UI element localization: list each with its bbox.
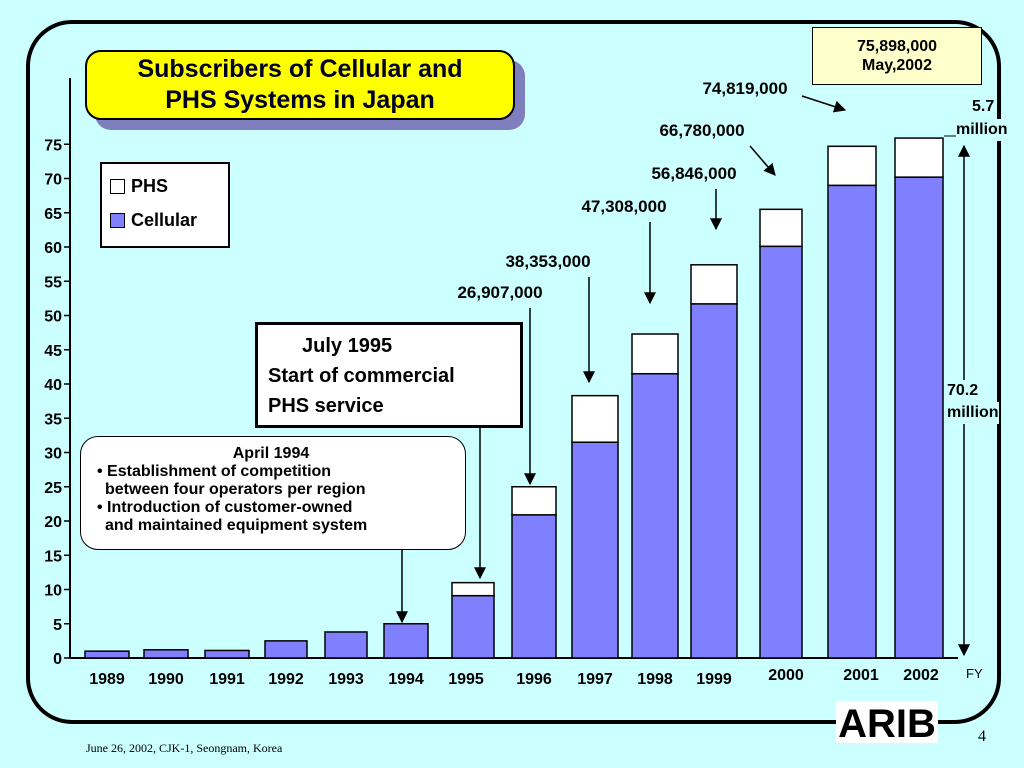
bar-phs-2000 — [759, 208, 803, 248]
y-tick-label: 10 — [44, 583, 62, 600]
arrow-2000 — [749, 145, 776, 176]
y-tick-label: 20 — [44, 514, 62, 531]
callout-1994-heading: April 1994 — [232, 445, 310, 462]
bar-annotation: 74,819,000 — [702, 79, 787, 98]
chart-title: Subscribers of Cellular and PHS Systems … — [85, 50, 515, 120]
bar-cellular-1998 — [631, 372, 679, 659]
phs-share-unit: million — [956, 119, 1008, 141]
x-tick-label: 1995 — [448, 671, 484, 688]
arrow-2001 — [801, 95, 847, 113]
total-note-value: 75,898,000 — [856, 38, 938, 55]
x-tick-label: 1999 — [696, 671, 732, 688]
legend-swatch-phs — [110, 179, 125, 194]
bar-phs-1998 — [631, 333, 679, 375]
y-tick-label: 15 — [44, 548, 62, 565]
y-tick-label: 35 — [44, 411, 62, 428]
bar-cellular-1991 — [204, 649, 250, 659]
bar-cellular-2002 — [894, 176, 944, 659]
bar-annotation: 66,780,000 — [659, 121, 744, 140]
cellular-share-value: 70.2 — [947, 380, 979, 402]
total-note-date: May,2002 — [862, 57, 932, 74]
bar-annotation: 38,353,000 — [505, 252, 590, 271]
callout-1994-bullet-1b: between four operators per region — [105, 481, 366, 498]
chart-legend: PHS Cellular — [100, 162, 230, 248]
bar-phs-2002 — [894, 137, 944, 178]
cellular-share-unit: million — [947, 402, 999, 424]
slide-footer: June 26, 2002, CJK-1, Seongnam, Korea — [86, 741, 283, 755]
phs-launch-callout: July 1995 Start of commercial PHS servic… — [255, 322, 523, 428]
phs-callout-line3: PHS service — [268, 395, 384, 417]
legend-item-cellular: Cellular — [110, 210, 197, 231]
bar-cellular-1995 — [451, 594, 495, 659]
y-tick-label: 0 — [53, 651, 62, 668]
legend-swatch-cellular — [110, 213, 125, 228]
x-tick-label: 2000 — [768, 667, 804, 684]
y-tick-label: 30 — [44, 446, 62, 463]
y-tick-label: 75 — [44, 137, 62, 154]
title-line-2: PHS Systems in Japan — [165, 86, 435, 114]
x-tick-label: 1996 — [516, 671, 552, 688]
phs-share-value: 5.7 — [972, 96, 995, 118]
bar-phs-2001 — [827, 145, 877, 187]
x-tick-label: 1990 — [148, 671, 184, 688]
bar-annotation: 26,907,000 — [457, 283, 542, 302]
bar-phs-1997 — [571, 394, 619, 443]
bar-cellular-1989 — [84, 650, 130, 659]
legend-label-phs: PHS — [131, 176, 169, 196]
bar-cellular-1997 — [571, 441, 619, 659]
slide-frame — [26, 20, 1001, 724]
bar-phs-1995 — [451, 581, 495, 597]
total-note: 75,898,000 May,2002 — [812, 27, 982, 85]
x-tick-label: 1998 — [637, 671, 673, 688]
x-tick-label: 1992 — [268, 671, 304, 688]
bar-cellular-2000 — [759, 245, 803, 659]
title-line-1: Subscribers of Cellular and — [137, 55, 463, 83]
y-tick-label: 60 — [44, 240, 62, 257]
x-tick-label: 1991 — [209, 671, 245, 688]
bar-phs-1999 — [690, 264, 738, 305]
x-tick-label: 1993 — [328, 671, 364, 688]
fy-axis-label: FY — [966, 666, 983, 681]
bar-cellular-2001 — [827, 184, 877, 659]
bar-cellular-1993 — [324, 631, 368, 659]
y-tick-label: 50 — [44, 309, 62, 326]
april-1994-callout: April 1994 • Establishment of competitio… — [80, 436, 466, 550]
bar-cellular-1996 — [511, 514, 557, 659]
phs-callout-line2: Start of commercial — [268, 365, 455, 387]
y-tick-label: 25 — [44, 480, 62, 497]
bar-cellular-1999 — [690, 303, 738, 659]
x-tick-label: 2001 — [843, 667, 879, 684]
y-tick-label: 55 — [44, 274, 62, 291]
callout-1994-bullet-1: • Establishment of competition — [97, 463, 332, 480]
y-tick-label: 45 — [44, 343, 62, 360]
phs-callout-date: July 1995 — [302, 335, 393, 357]
page-number: 4 — [978, 728, 986, 745]
legend-label-cellular: Cellular — [131, 210, 198, 230]
bar-cellular-1990 — [143, 649, 189, 659]
bar-cellular-1994 — [383, 623, 429, 659]
x-tick-label: 1997 — [577, 671, 613, 688]
legend-item-phs: PHS — [110, 176, 168, 197]
x-tick-label: 1989 — [89, 671, 125, 688]
x-tick-label: 1994 — [388, 671, 424, 688]
bar-cellular-1992 — [264, 640, 308, 659]
logo-text: ARIB — [838, 702, 936, 743]
bar-phs-1996 — [511, 486, 557, 516]
y-tick-label: 70 — [44, 172, 62, 189]
callout-1994-bullet-2b: and maintained equipment system — [105, 517, 368, 534]
callout-1994-bullet-2: • Introduction of customer-owned — [97, 499, 353, 516]
x-tick-label: 2002 — [903, 667, 939, 684]
bar-annotation: 47,308,000 — [581, 197, 666, 216]
y-tick-label: 65 — [44, 206, 62, 223]
y-tick-label: 40 — [44, 377, 62, 394]
bar-annotation: 56,846,000 — [651, 164, 736, 183]
arib-logo: ARIB — [836, 701, 938, 743]
y-tick-label: 5 — [53, 617, 62, 634]
